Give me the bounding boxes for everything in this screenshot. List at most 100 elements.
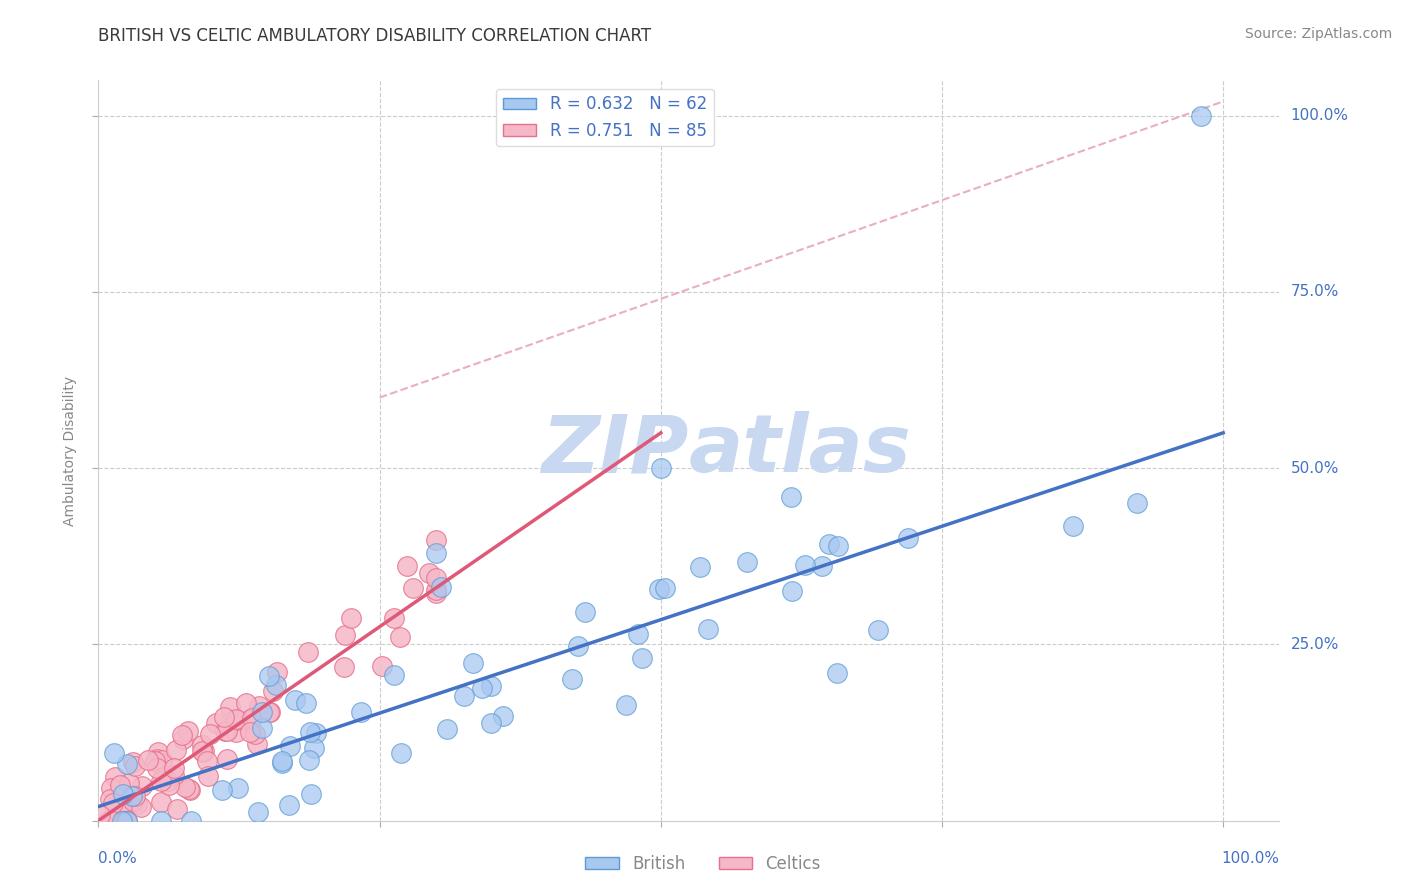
Text: 100.0%: 100.0% [1291, 108, 1348, 123]
Point [389, 630, 412, 644]
Point [115, 814, 138, 828]
Point [418, 566, 440, 580]
Point [250, 706, 273, 720]
Point [89, 807, 111, 822]
Point [217, 752, 239, 766]
Point [382, 611, 405, 625]
Point [122, 755, 145, 769]
Point [266, 665, 288, 680]
Point [262, 684, 284, 698]
Point [389, 746, 412, 760]
Point [129, 800, 152, 814]
Point [298, 753, 321, 767]
Point [425, 586, 447, 600]
Point [696, 622, 718, 636]
Point [215, 724, 238, 739]
Point [193, 745, 215, 759]
Point [278, 739, 301, 753]
Point [780, 583, 803, 598]
Point [339, 610, 361, 624]
Point [425, 546, 447, 560]
Point [104, 770, 127, 784]
Legend: R = 0.632   N = 62, R = 0.751   N = 85: R = 0.632 N = 62, R = 0.751 N = 85 [496, 88, 714, 146]
Point [98, 792, 121, 806]
Point [866, 624, 889, 638]
Point [1062, 519, 1084, 533]
Point [150, 795, 173, 809]
Point [101, 796, 124, 810]
Point [1189, 109, 1212, 123]
Point [257, 705, 280, 719]
Point [150, 814, 173, 828]
Point [425, 583, 447, 598]
Point [299, 787, 322, 801]
Point [471, 681, 494, 696]
Point [479, 716, 502, 731]
Point [146, 745, 169, 759]
Point [492, 709, 515, 723]
Point [794, 558, 817, 573]
Point [219, 700, 242, 714]
Point [136, 753, 159, 767]
Point [177, 723, 200, 738]
Point [810, 558, 832, 573]
Point [173, 780, 195, 794]
Point [121, 794, 143, 808]
Point [235, 697, 257, 711]
Point [259, 706, 281, 720]
Point [247, 805, 270, 820]
Point [247, 699, 270, 714]
Point [430, 580, 453, 594]
Text: ZIP: ZIP [541, 411, 689, 490]
Point [152, 753, 174, 767]
Point [246, 737, 269, 751]
Point [103, 746, 125, 760]
Point [157, 778, 180, 792]
Point [150, 774, 173, 789]
Point [156, 773, 179, 788]
Legend: British, Celtics: British, Celtics [579, 848, 827, 880]
Point [108, 778, 131, 792]
Text: 25.0%: 25.0% [1291, 637, 1339, 652]
Point [284, 693, 307, 707]
Point [302, 741, 325, 756]
Point [145, 761, 167, 775]
Point [425, 571, 447, 585]
Text: BRITISH VS CELTIC AMBULATORY DISABILITY CORRELATION CHART: BRITISH VS CELTIC AMBULATORY DISABILITY … [98, 27, 651, 45]
Point [436, 722, 458, 736]
Point [225, 725, 247, 739]
Text: Source: ZipAtlas.com: Source: ZipAtlas.com [1244, 27, 1392, 41]
Point [780, 490, 803, 504]
Point [115, 814, 138, 828]
Point [567, 639, 589, 653]
Point [561, 672, 583, 686]
Point [349, 705, 371, 719]
Point [131, 779, 153, 793]
Point [212, 710, 235, 724]
Point [238, 713, 260, 727]
Text: 0.0%: 0.0% [98, 851, 138, 866]
Point [205, 716, 228, 731]
Point [163, 768, 186, 782]
Point [195, 754, 218, 768]
Point [197, 769, 219, 783]
Point [297, 645, 319, 659]
Point [735, 555, 758, 569]
Point [689, 560, 711, 574]
Point [1125, 496, 1147, 510]
Point [371, 659, 394, 673]
Point [616, 698, 638, 712]
Point [198, 727, 221, 741]
Point [243, 727, 266, 741]
Point [152, 770, 174, 784]
Text: 75.0%: 75.0% [1291, 285, 1339, 300]
Point [461, 656, 484, 670]
Point [163, 761, 186, 775]
Point [180, 814, 202, 828]
Point [211, 783, 233, 797]
Point [627, 627, 650, 641]
Point [117, 798, 139, 813]
Point [396, 559, 419, 574]
Point [257, 669, 280, 683]
Point [165, 743, 187, 757]
